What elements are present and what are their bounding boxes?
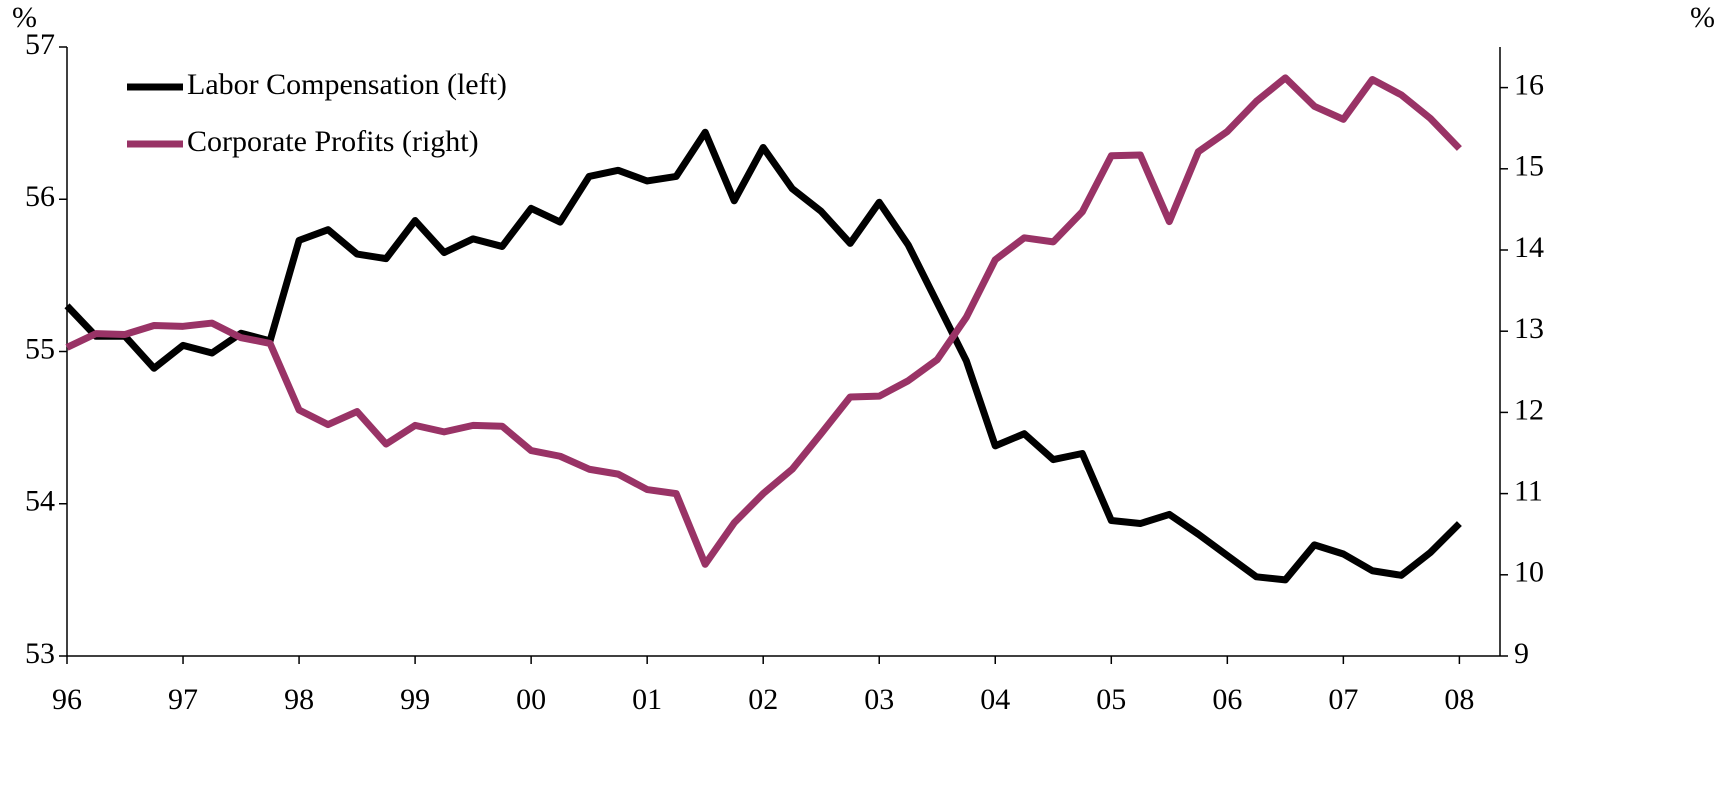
legend-label: Corporate Profits (right) xyxy=(187,125,479,158)
y2-axis-unit: % xyxy=(1690,1,1715,34)
x-tick-label: 07 xyxy=(1328,683,1358,716)
data-line xyxy=(65,74,1462,568)
x-tick-label: 97 xyxy=(168,683,198,716)
legend-label: Labor Compensation (left) xyxy=(187,68,507,101)
y2-tick-label: 11 xyxy=(1514,474,1543,507)
x-tick-label: 99 xyxy=(400,683,430,716)
y-tick-label: 55 xyxy=(25,332,55,365)
y2-tick-label: 14 xyxy=(1514,231,1544,264)
y-tick-label: 56 xyxy=(25,180,55,213)
x-tick-label: 05 xyxy=(1096,683,1126,716)
y-tick-label: 53 xyxy=(25,637,55,670)
x-tick-label: 08 xyxy=(1444,683,1474,716)
x-tick-label: 02 xyxy=(748,683,778,716)
x-tick-label: 98 xyxy=(284,683,314,716)
y2-tick-label: 16 xyxy=(1514,68,1544,101)
y-tick-label: 57 xyxy=(25,28,55,61)
x-tick-label: 04 xyxy=(980,683,1010,716)
y2-tick-label: 13 xyxy=(1514,312,1544,345)
y2-tick-label: 9 xyxy=(1514,637,1529,670)
x-tick-label: 03 xyxy=(864,683,894,716)
data-line xyxy=(64,128,1462,584)
x-tick-label: 01 xyxy=(632,683,662,716)
y2-tick-label: 15 xyxy=(1514,150,1544,183)
x-tick-label: 06 xyxy=(1212,683,1242,716)
x-tick-label: 96 xyxy=(52,683,82,716)
y2-tick-label: 10 xyxy=(1514,556,1544,589)
x-tick-label: 00 xyxy=(516,683,546,716)
y-tick-label: 54 xyxy=(25,485,55,518)
y-axis-unit: % xyxy=(12,1,37,34)
y2-tick-label: 12 xyxy=(1514,393,1544,426)
